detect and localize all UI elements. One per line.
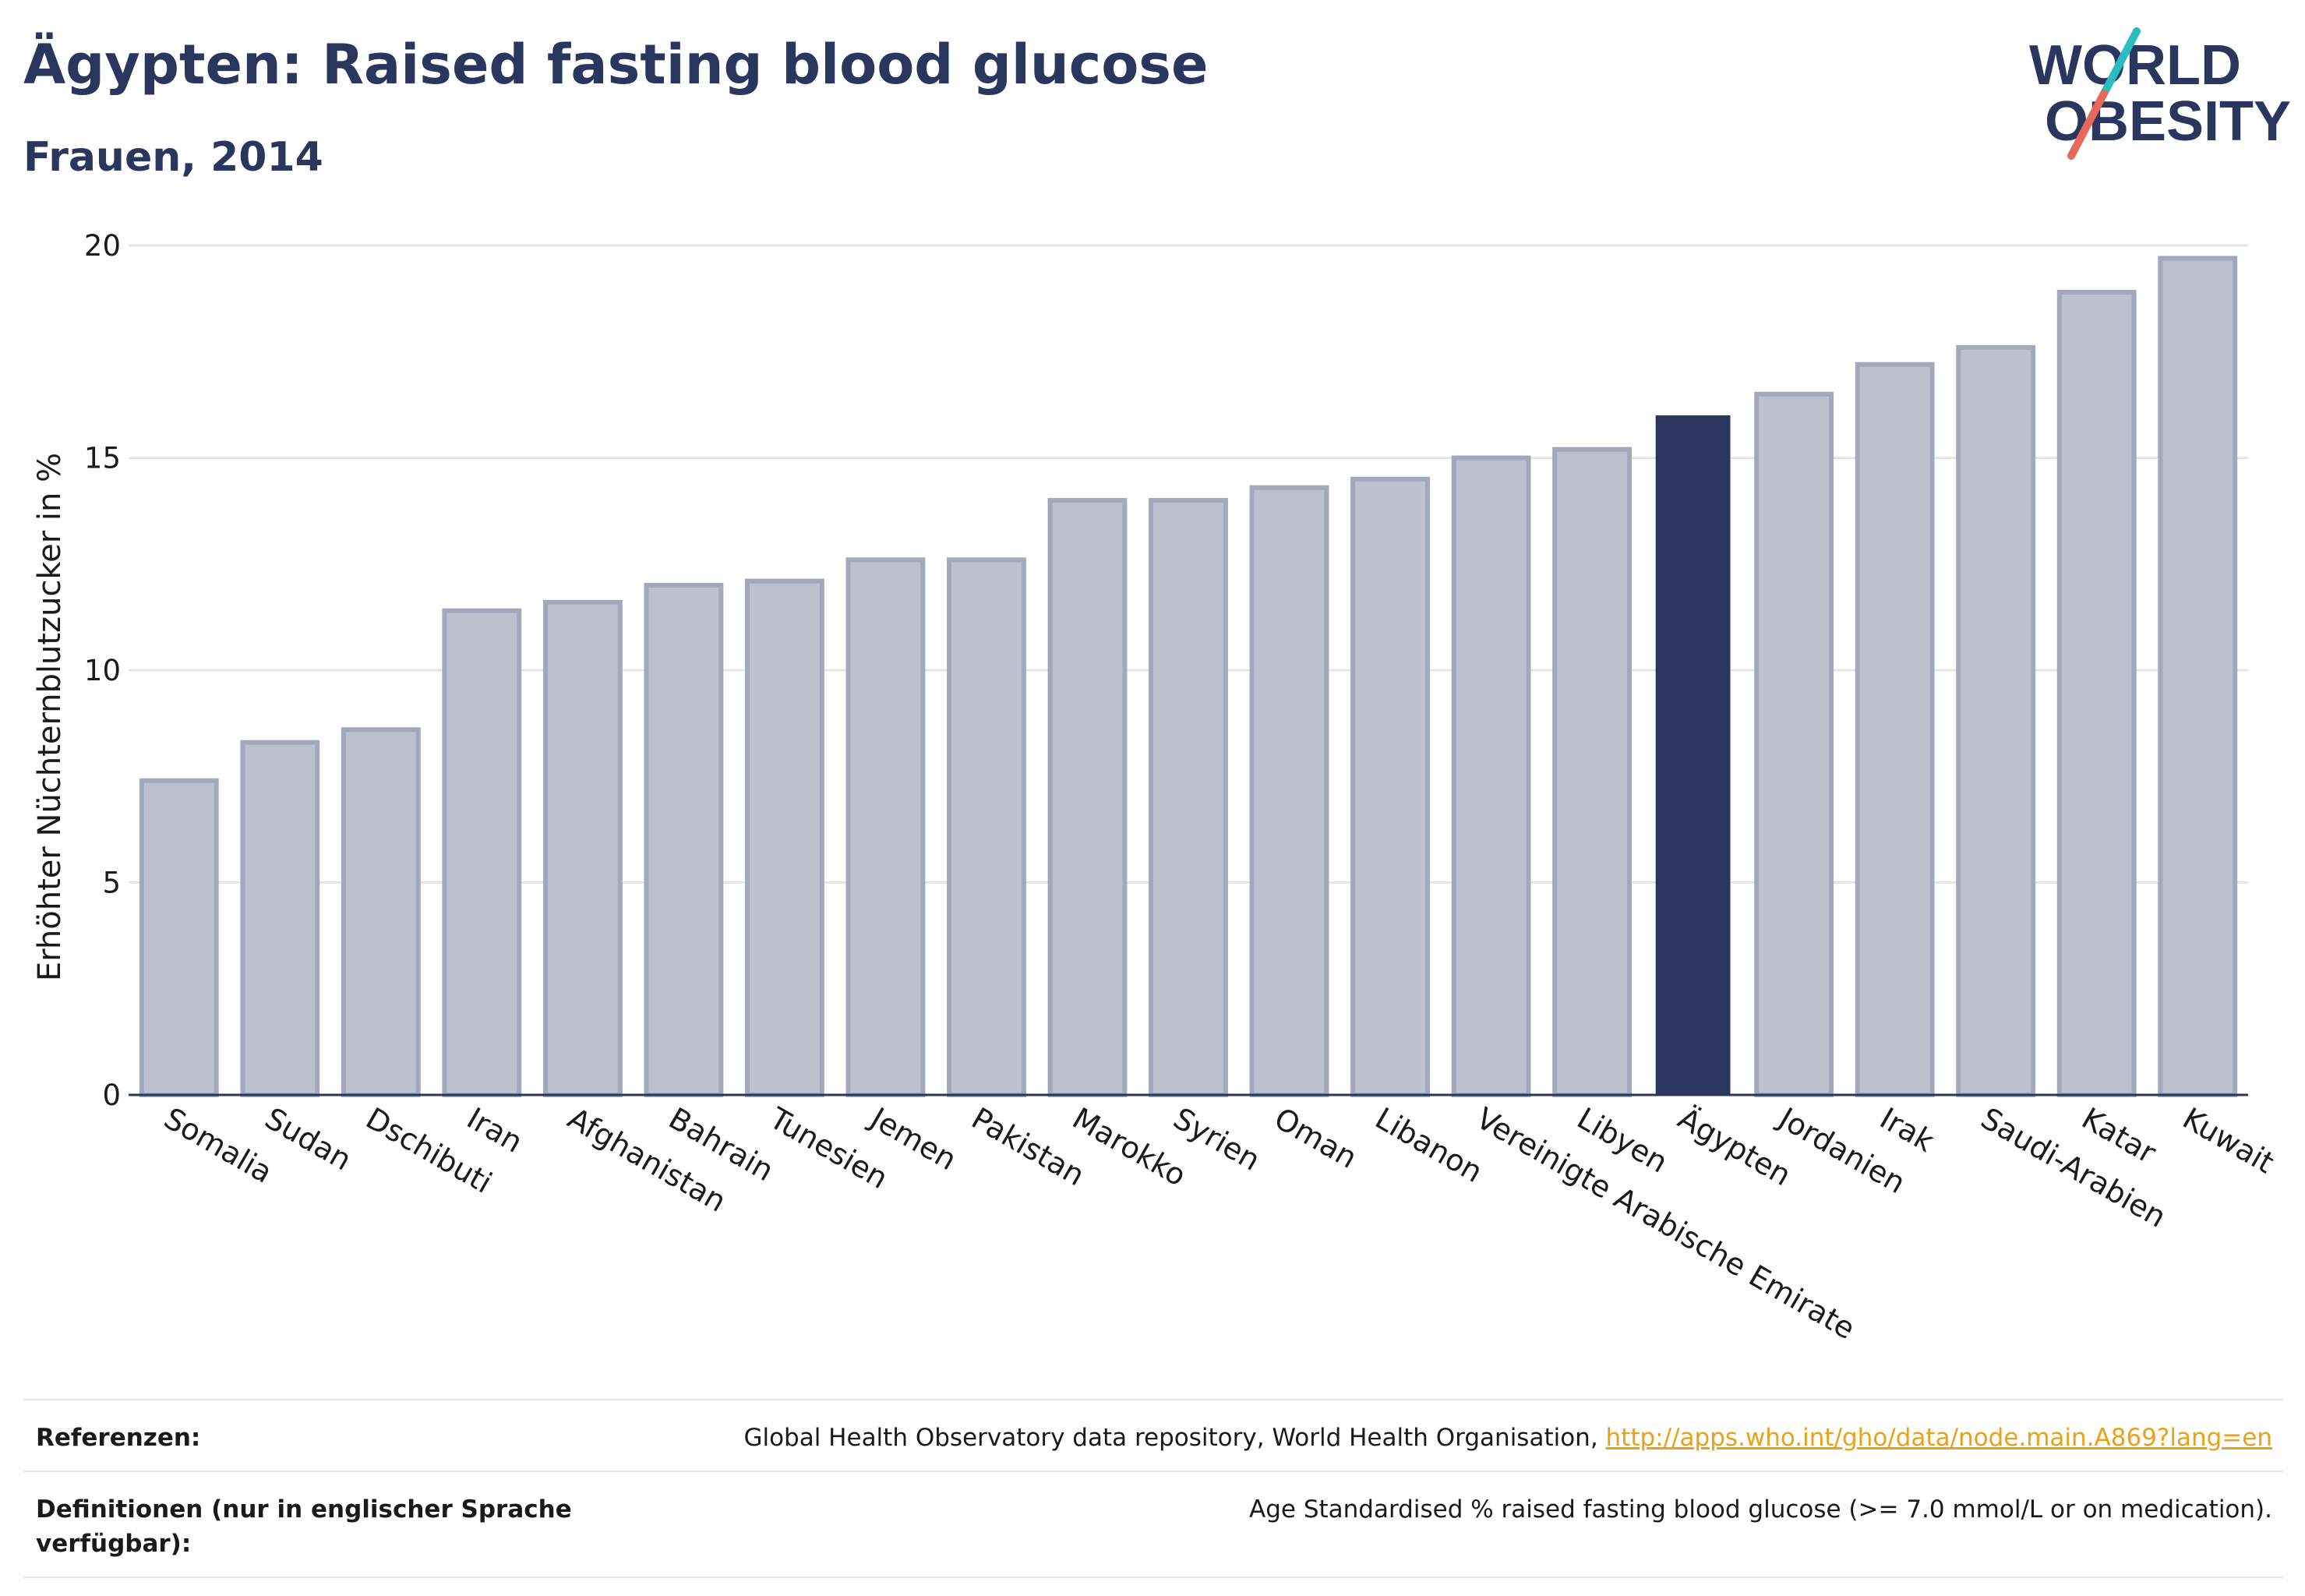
references-label: Referenzen: xyxy=(36,1424,201,1452)
y-axis-ticks: 0 5 10 15 20 xyxy=(84,229,121,1112)
bar-afghanistan xyxy=(542,599,623,1097)
x-tick-label: Somalia xyxy=(158,1101,278,1190)
definitions-label: Definitionen (nur in englischer Sprache … xyxy=(36,1495,572,1558)
x-tick-label: Iran xyxy=(461,1101,528,1160)
bar-oman xyxy=(1249,485,1329,1097)
y-axis-label: Erhöhter Nüchternblutzucker in % xyxy=(32,453,68,981)
bar-syrien xyxy=(1149,498,1228,1097)
bar-libyen xyxy=(1552,447,1633,1098)
references-text: Global Health Observatory data repositor… xyxy=(743,1424,1606,1452)
bar-libanon xyxy=(1350,476,1430,1097)
references-row: Referenzen: Global Health Observatory da… xyxy=(23,1399,2283,1471)
world-obesity-logo: WORLD OBESITY xyxy=(2029,27,2291,160)
bar-dschibuti xyxy=(341,727,421,1097)
bar-saudi-arabien xyxy=(1956,344,2036,1098)
bar-jemen xyxy=(845,557,926,1097)
x-tick-label: Ägypten xyxy=(1672,1101,1797,1193)
bar-bahrain xyxy=(644,583,724,1097)
x-tick-label: Irak xyxy=(1874,1101,1940,1159)
y-tick-label: 20 xyxy=(84,229,121,263)
references-link[interactable]: http://apps.who.int/gho/data/node.main.A… xyxy=(1605,1424,2272,1452)
bar-somalia xyxy=(139,778,219,1097)
definitions-row: Definitionen (nur in englischer Sprache … xyxy=(23,1471,2283,1578)
y-tick-label: 15 xyxy=(84,442,121,475)
bar-pakistan xyxy=(947,557,1026,1097)
bar-ägypten xyxy=(1655,415,1731,1095)
bar-irak xyxy=(1855,362,1935,1098)
bar-marokko xyxy=(1047,498,1128,1097)
x-tick-label: Kuwait xyxy=(2177,1101,2280,1181)
x-tick-label: Libanon xyxy=(1370,1101,1488,1189)
bar-kuwait xyxy=(2158,256,2238,1098)
bars xyxy=(139,256,2238,1098)
bar-iran xyxy=(442,608,522,1097)
bar-vereinigte-arabische-emirate xyxy=(1451,455,1531,1097)
y-tick-label: 0 xyxy=(102,1079,121,1112)
bar-tunesien xyxy=(744,578,824,1097)
y-tick-label: 5 xyxy=(102,867,121,900)
x-tick-label: Marokko xyxy=(1067,1101,1192,1193)
x-tick-label: Oman xyxy=(1269,1101,1363,1175)
definitions-value: Age Standardised % raised fasting blood … xyxy=(1249,1495,2272,1524)
logo-slash-teal xyxy=(2100,27,2141,97)
bar-jordanien xyxy=(1754,391,1834,1097)
footer: Referenzen: Global Health Observatory da… xyxy=(23,1399,2283,1578)
logo-line1: WORLD xyxy=(2029,34,2241,97)
chart-title: Ägypten: Raised fasting blood glucose xyxy=(23,33,1209,97)
logo-slash-coral xyxy=(2067,90,2108,160)
y-tick-label: 10 xyxy=(84,654,121,687)
references-value: Global Health Observatory data repositor… xyxy=(597,1421,2272,1455)
chart-subtitle: Frauen, 2014 xyxy=(23,134,323,181)
bar-katar xyxy=(2056,289,2137,1098)
x-tick-label: Pakistan xyxy=(965,1101,1090,1193)
bar-sudan xyxy=(240,740,320,1098)
